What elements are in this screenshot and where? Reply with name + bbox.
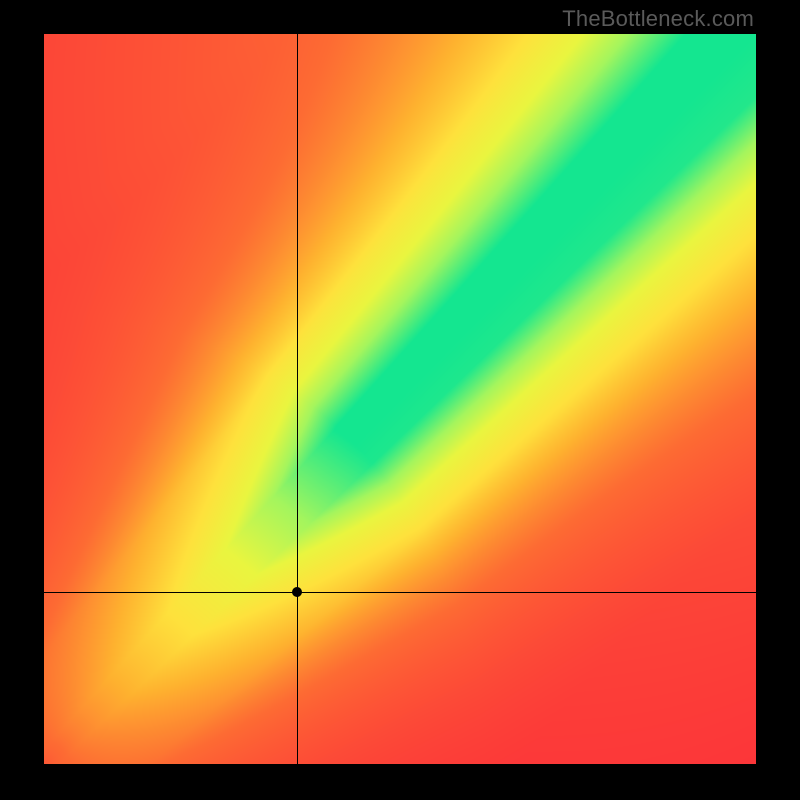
marker-dot bbox=[292, 587, 302, 597]
watermark-text: TheBottleneck.com bbox=[562, 6, 754, 32]
crosshair-vertical bbox=[297, 34, 298, 764]
crosshair-horizontal bbox=[44, 592, 756, 593]
heatmap-plot bbox=[44, 34, 756, 764]
heatmap-canvas bbox=[44, 34, 756, 764]
